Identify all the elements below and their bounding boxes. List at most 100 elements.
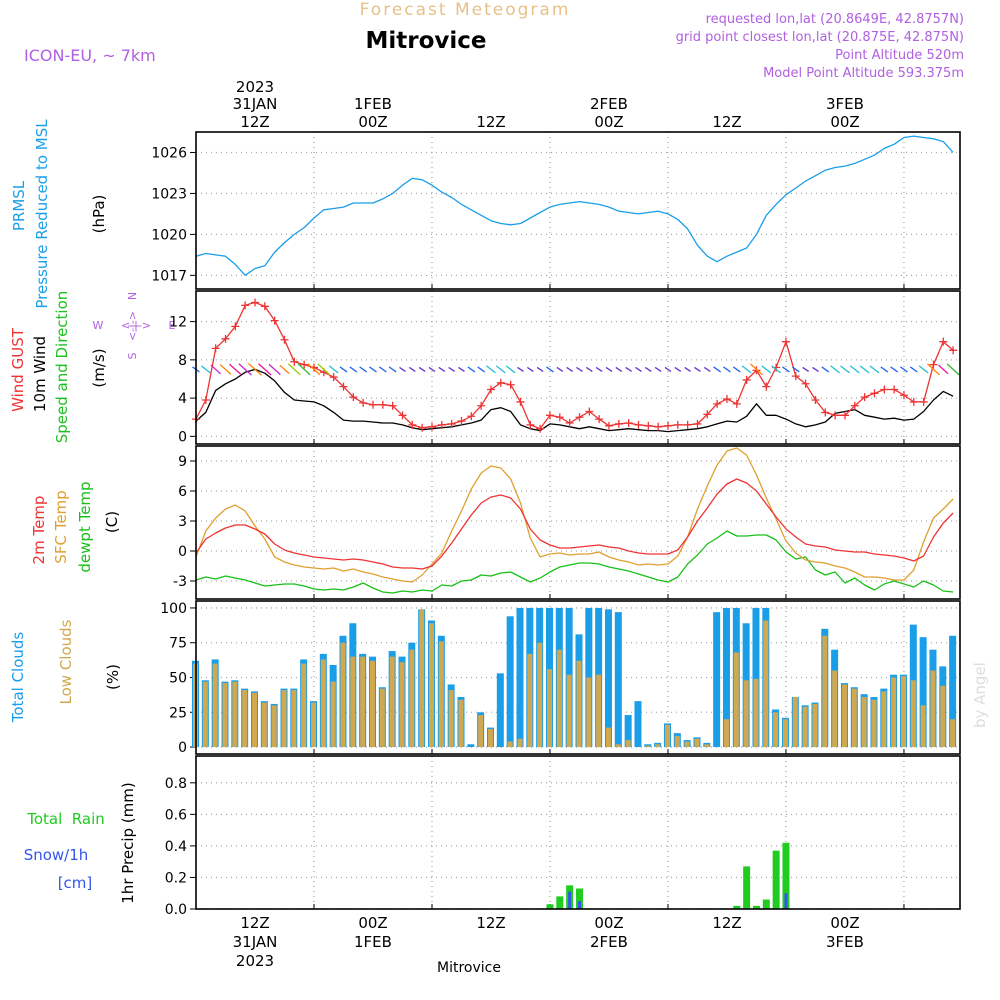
low-cloud-bar (940, 685, 946, 748)
wind-direction-arrow (408, 366, 416, 372)
wind-direction-arrow (938, 364, 949, 375)
wind-direction-arrow (576, 366, 583, 372)
top-tick-1-line2: 00Z (358, 113, 387, 131)
panel-1-ytick-label-3: 12 (169, 315, 187, 331)
wind-direction-arrow (782, 366, 790, 373)
low-cloud-bar (625, 740, 631, 748)
low-cloud-bar (910, 680, 916, 748)
wind-direction-arrow (802, 366, 809, 372)
gust-marker (732, 399, 741, 408)
wind-direction-arrow (247, 363, 263, 376)
wind-direction-arrow (605, 366, 613, 372)
gust-marker (713, 399, 722, 408)
model-name: ICON-EU, ~ 7km (24, 46, 156, 65)
gust-marker (250, 298, 259, 307)
low-cloud-bar (537, 642, 543, 748)
gust-marker (506, 380, 515, 389)
low-cloud-bar (674, 735, 680, 748)
low-cloud-bar (576, 660, 582, 748)
gust-marker (831, 411, 840, 420)
gust-marker (260, 302, 269, 311)
wind-direction-arrow (771, 365, 782, 374)
low-cloud-bar (301, 663, 307, 748)
low-cloud-bar (232, 681, 238, 748)
gust-marker (791, 372, 800, 381)
top-tick-5-line2: 00Z (830, 113, 859, 131)
low-cloud-bar (310, 702, 316, 748)
total-cloud-bar (614, 612, 622, 748)
wind-gust-label: Wind GUST (9, 327, 27, 412)
wind-direction-arrow (625, 366, 633, 372)
wind-direction-arrow (732, 366, 741, 373)
wind-direction-arrow (566, 366, 574, 372)
gust-marker (378, 400, 387, 409)
gust-marker (909, 397, 918, 406)
clouds-unit: (%) (104, 664, 122, 690)
low-cloud-bar (822, 635, 828, 748)
gust-marker (290, 357, 299, 366)
wind-direction-arrow (359, 366, 368, 373)
precip-panel-labels: Total Rain Snow/1h [cm] 1hr Precip (mm) (24, 782, 137, 903)
low-cloud-bar (753, 678, 759, 748)
pressure-unit: (hPa) (90, 195, 108, 234)
gust-marker (654, 422, 663, 431)
panel-4: 0.0 0.2 0.4 0.6 0.8 (165, 756, 960, 918)
bottom-tick-0-line2: 31JAN (233, 933, 278, 951)
panel-4-ytick-label-0: 0.0 (165, 902, 187, 918)
credit-watermark: by Angel (971, 662, 989, 728)
wind-direction-arrow (526, 366, 534, 372)
wind-direction-arrow (219, 364, 232, 375)
panel-4-ytick-label-2: 0.4 (165, 839, 187, 855)
snow-bar (577, 901, 581, 909)
wind-direction-arrow (830, 365, 841, 374)
gust-marker (693, 419, 702, 428)
wind-direction-arrow (369, 366, 377, 373)
wind-direction-arrow (869, 365, 880, 374)
low-cloud-bar (242, 690, 248, 748)
total-cloud-bar (506, 616, 514, 748)
top-tick-0-line2: 12Z (240, 113, 269, 131)
compass-n: N (126, 292, 139, 300)
panel-4-ytick-label-3: 0.6 (165, 807, 187, 823)
wind-direction-arrow (477, 366, 486, 373)
clouds-panel-labels: Total Clouds Low Clouds (%) (9, 619, 122, 723)
wind-direction-arrow (821, 366, 830, 373)
gust-marker (565, 418, 574, 427)
low-cloud-bar (458, 699, 464, 748)
wind-direction-arrow (909, 366, 918, 373)
wind-direction-arrow (890, 366, 899, 373)
gust-marker (467, 412, 476, 421)
wind-direction-arrow (791, 366, 800, 373)
wind-direction-label: Speed and Direction (53, 291, 71, 444)
gust-marker (447, 419, 456, 428)
gust-marker (742, 375, 751, 384)
top-tick-3-line2: 00Z (594, 113, 623, 131)
wind-direction-arrow (388, 366, 397, 373)
wind-direction-arrow (546, 366, 554, 373)
temp-sfc-label: SFC Temp (52, 490, 70, 563)
wind-direction-arrow (595, 366, 603, 372)
panel-4-ytick-label-1: 0.2 (165, 870, 187, 886)
wind-direction-arrow (750, 363, 763, 376)
gust-marker (752, 366, 761, 375)
wind-speed-line (195, 368, 954, 433)
panel-0-ytick-label-0: 1017 (151, 268, 187, 284)
compass-s: S (126, 352, 139, 359)
sfc-temp-line (195, 447, 954, 583)
wind-direction-arrow (946, 363, 960, 376)
low-cloud-bar (546, 669, 552, 748)
wind-direction-arrow (674, 366, 682, 372)
wind-direction-arrow (723, 366, 731, 373)
wind-direction-arrow (467, 366, 476, 373)
low-cloud-bar (419, 609, 425, 748)
wind-direction-arrow (918, 365, 929, 374)
point-altitude: Point Altitude 520m (835, 48, 964, 63)
gust-marker (939, 337, 948, 346)
low-cloud-bar (360, 656, 366, 748)
wind-direction-arrow (654, 366, 662, 372)
bottom-tick-1-line1: 00Z (358, 914, 387, 932)
low-cloud-bar (369, 660, 375, 748)
panel-4-background (196, 756, 960, 909)
low-cloud-bar (350, 656, 356, 748)
snow-bar (784, 893, 788, 909)
